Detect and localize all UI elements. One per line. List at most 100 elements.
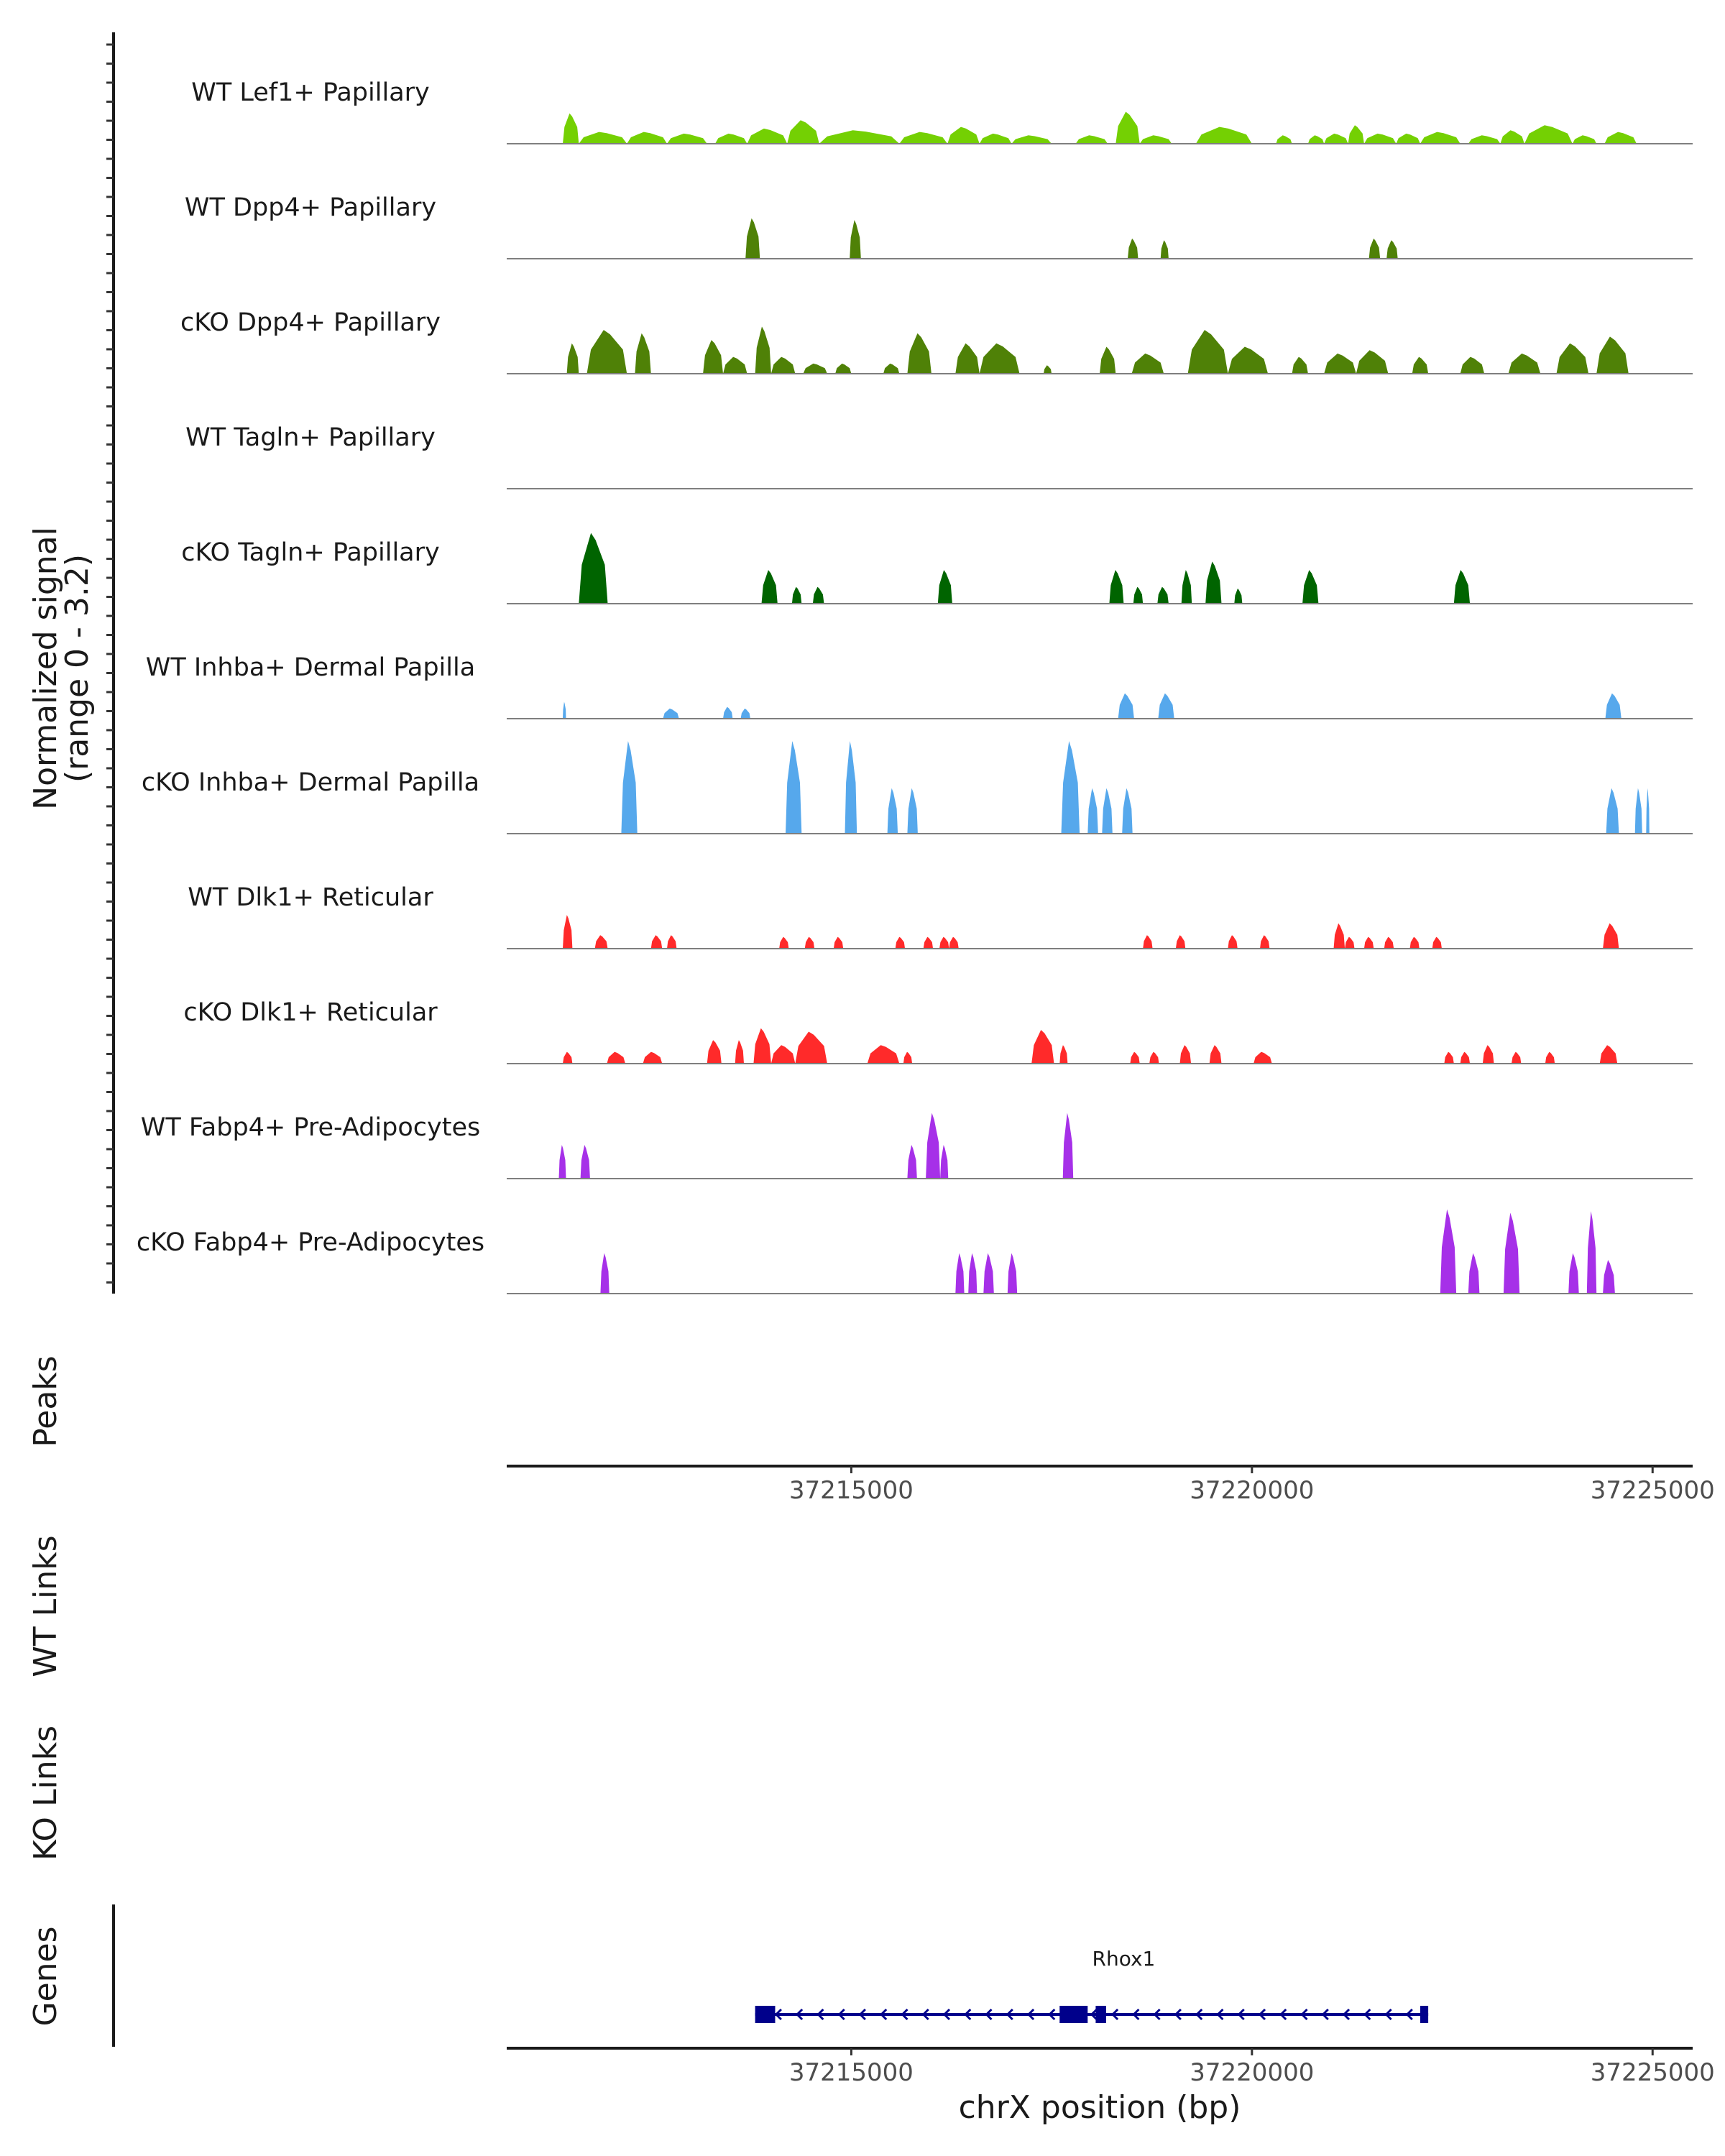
signal-peak <box>937 570 952 604</box>
signal-peak <box>903 1051 913 1064</box>
signal-peak <box>740 708 750 719</box>
signal-peak <box>1075 135 1108 144</box>
coverage-track: WT Dpp4+ Papillary <box>185 193 1693 259</box>
gene-exon <box>1095 2006 1106 2023</box>
signal-peak <box>1460 1051 1471 1064</box>
signal-peak <box>1409 936 1420 949</box>
strand-arrow <box>1384 2008 1392 2021</box>
signal-peak <box>663 708 679 719</box>
signal-peak <box>907 1145 917 1179</box>
signal-peak <box>594 935 608 949</box>
signal-peak <box>926 1112 941 1179</box>
signal-peak <box>955 1253 965 1294</box>
signal-peak <box>1179 1045 1192 1064</box>
signal-peak <box>1102 788 1113 834</box>
signal-peak <box>1228 346 1269 374</box>
strand-arrow <box>901 2008 908 2021</box>
signal-peak <box>563 1051 573 1064</box>
signal-peak <box>1444 1051 1454 1064</box>
genes-track-label: Genes <box>27 1926 64 2026</box>
coverage-track: cKO Tagln+ Papillary <box>181 533 1693 604</box>
signal-peak <box>1307 135 1325 144</box>
signal-peak <box>707 1040 722 1064</box>
peaks-x-axis: 37215000 37220000 37225000 <box>507 1465 1715 1505</box>
signal-peak <box>1412 356 1429 374</box>
signal-peak <box>753 1028 771 1064</box>
track-label: cKO Dpp4+ Papillary <box>180 308 441 337</box>
strand-arrow <box>1405 2008 1413 2021</box>
signal-peak <box>1460 356 1485 374</box>
x-tick-label: 37215000 <box>789 1476 914 1505</box>
signal-peak <box>1646 788 1650 834</box>
signal-peak <box>761 570 778 604</box>
ko-links-track-label: KO Links <box>27 1726 64 1861</box>
signal-peak <box>1116 111 1140 144</box>
signal-peak <box>867 1045 900 1064</box>
signal-peak <box>1363 936 1374 949</box>
signal-peak <box>1453 570 1471 604</box>
strand-arrow <box>1279 2008 1287 2021</box>
signal-peak <box>1468 1253 1480 1294</box>
signal-peak <box>1324 133 1348 144</box>
strand-arrow <box>942 2008 951 2021</box>
signal-peak <box>1503 1212 1520 1294</box>
signal-peak <box>791 586 802 604</box>
signal-peak <box>627 132 667 144</box>
strand-arrow <box>774 2008 782 2021</box>
signal-peak <box>1606 788 1619 834</box>
signal-peak <box>1512 1051 1522 1064</box>
signal-peak <box>1603 923 1619 949</box>
signal-peak <box>1345 936 1355 949</box>
signal-peak <box>1087 788 1098 834</box>
signal-peak <box>579 533 608 604</box>
signal-peak <box>979 133 1012 144</box>
coverage-y-axis-subtitle: (range 0 - 3.2) <box>59 554 96 783</box>
signal-peak <box>1128 238 1138 259</box>
signal-peak <box>566 343 579 374</box>
signal-peak <box>1109 570 1124 604</box>
x-tick-label: 37220000 <box>1190 2058 1314 2087</box>
signal-peak <box>1139 135 1172 144</box>
track-label: cKO Dlk1+ Reticular <box>183 998 438 1027</box>
signal-peak <box>955 343 980 374</box>
strand-arrow <box>985 2008 993 2021</box>
track-label: cKO Inhba+ Dermal Papilla <box>142 768 479 797</box>
coverage-track: WT Inhba+ Dermal Papilla <box>146 653 1693 719</box>
signal-peak <box>907 788 918 834</box>
signal-peak <box>1130 1051 1140 1064</box>
x-tick-label: 37225000 <box>1591 1476 1715 1505</box>
signal-peak <box>779 936 789 949</box>
signal-peak <box>1157 586 1169 604</box>
signal-peak <box>1187 330 1228 374</box>
signal-peak <box>1062 1112 1074 1179</box>
signal-peak <box>600 1253 610 1294</box>
signal-peak <box>939 936 949 949</box>
track-label: WT Dlk1+ Reticular <box>188 883 433 912</box>
signal-peak <box>1384 936 1394 949</box>
track-label: WT Lef1+ Papillary <box>191 78 430 107</box>
gene-exon <box>755 2006 776 2023</box>
coverage-track: WT Lef1+ Papillary <box>191 78 1693 144</box>
signal-peak <box>895 936 906 949</box>
peaks-track-label: Peaks <box>27 1355 64 1447</box>
strand-arrow <box>1216 2008 1224 2021</box>
strand-arrow <box>1006 2008 1013 2021</box>
signal-peak <box>983 1253 994 1294</box>
track-label: WT Dpp4+ Papillary <box>185 193 436 222</box>
x-axis-title: chrX position (bp) <box>959 2089 1241 2126</box>
signal-peak <box>586 330 627 374</box>
signal-peak <box>795 1031 827 1064</box>
signal-peak <box>887 788 898 834</box>
signal-peak <box>1440 1209 1457 1294</box>
signal-peak <box>1143 935 1153 949</box>
strand-arrow <box>880 2008 888 2021</box>
signal-peak <box>1348 125 1364 144</box>
signal-peak <box>940 1145 949 1179</box>
wt-links-track-label: WT Links <box>27 1535 64 1677</box>
signal-peak <box>1260 935 1270 949</box>
track-label: cKO Fabp4+ Pre-Adipocytes <box>137 1228 484 1257</box>
signal-peak <box>1131 353 1164 374</box>
signal-peak <box>563 701 566 719</box>
signal-peak <box>1228 935 1238 949</box>
coverage-track: cKO Dpp4+ Papillary <box>180 308 1693 374</box>
